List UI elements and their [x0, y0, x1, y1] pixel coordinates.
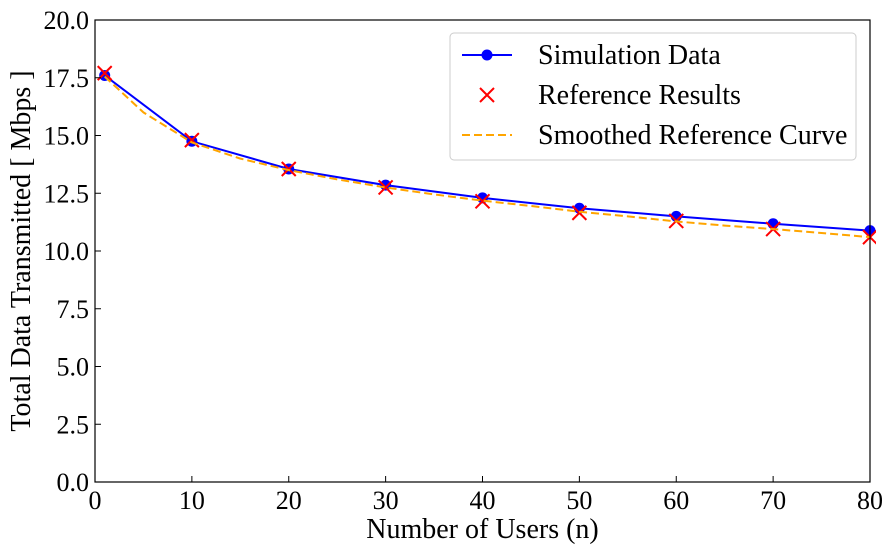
legend-label: Smoothed Reference Curve: [538, 120, 847, 151]
y-tick-label: 5.0: [57, 353, 90, 382]
x-tick-label: 0: [89, 486, 102, 515]
x-axis-label: Number of Users (n): [366, 514, 599, 545]
legend-item: Smoothed Reference Curve: [462, 120, 847, 151]
legend-box: [449, 32, 857, 161]
x-tick-label: 70: [760, 486, 786, 515]
simulation-point: [767, 218, 779, 230]
series-group: [96, 65, 876, 245]
x-tick-label: 10: [179, 486, 205, 515]
x-tick-label: 40: [470, 486, 496, 515]
reference-point: [377, 179, 394, 196]
y-tick-label: 0.0: [57, 468, 90, 497]
legend-label: Reference Results: [538, 80, 741, 111]
x-axis: 0 10 20 30 40 50 60 70 80: [89, 476, 883, 515]
x-tick-label: 20: [276, 486, 302, 515]
legend-label: Simulation Data: [538, 40, 721, 71]
series-2: [104, 75, 871, 239]
x-tick-label: 80: [857, 486, 883, 515]
y-axis-label: Total Data Transmitted [ Mbps ]: [6, 70, 37, 431]
reference-point: [571, 205, 588, 221]
reference-point: [281, 161, 297, 177]
y-tick-label: 7.5: [57, 295, 90, 324]
legend-swatch-marker: [479, 87, 495, 103]
legend: Simulation Data Reference Results Smoothed…: [449, 32, 857, 161]
y-tick-label: 12.5: [44, 179, 90, 208]
y-tick-label: 20.0: [44, 6, 90, 35]
y-tick-label: 17.5: [44, 64, 90, 93]
legend-item: Simulation Data: [462, 40, 721, 71]
y-tick-label: 2.5: [57, 410, 90, 439]
y-axis: 0.0 2.5 5.0 7.5 10.0 12.5 15.0 17.5 20.0: [44, 6, 101, 497]
smoothed-reference-line: [104, 75, 871, 239]
reference-point: [474, 193, 491, 210]
x-tick-label: 60: [663, 486, 689, 515]
y-tick-label: 10.0: [44, 237, 90, 266]
x-tick-label: 50: [566, 486, 592, 515]
x-tick-label: 30: [373, 486, 399, 515]
legend-item: Reference Results: [479, 80, 741, 111]
y-tick-label: 15.0: [44, 122, 90, 151]
legend-swatch-marker: [481, 49, 493, 61]
